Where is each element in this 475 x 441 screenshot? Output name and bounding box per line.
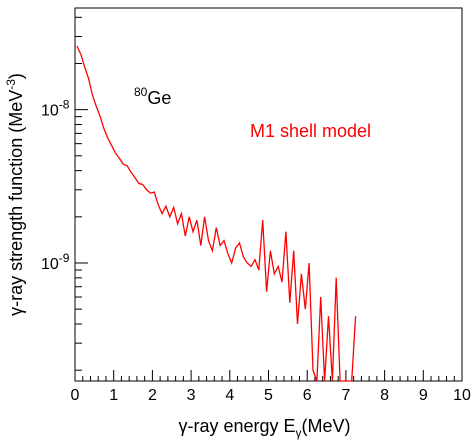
y-tick-label: 10-8: [41, 98, 70, 120]
x-tick-label: 6: [303, 387, 312, 404]
x-tick-label: 7: [341, 387, 350, 404]
y-tick-exponent: -9: [59, 251, 70, 265]
isotope-annotation: 80Ge: [134, 85, 171, 108]
x-tick-label: 1: [109, 387, 118, 404]
plot-frame: [74, 7, 463, 382]
x-axis-label: γ-ray energy Eγ(MeV): [178, 416, 350, 440]
x-tick-label: 0: [71, 387, 80, 404]
x-tick-label: 9: [419, 387, 428, 404]
y-axis-label: γ-ray strength function (MeV-3): [4, 73, 26, 316]
x-tick-label: 10: [453, 387, 471, 404]
x-tick-label: 5: [264, 387, 273, 404]
y-tick-label: 10-9: [41, 251, 70, 273]
y-tick-exponent: -8: [59, 98, 70, 112]
x-tick-label: 4: [225, 387, 234, 404]
data-series-line: [76, 45, 357, 382]
x-tick-label: 2: [148, 387, 157, 404]
y-tick-base: 10: [41, 103, 59, 120]
x-tick-label: 8: [380, 387, 389, 404]
x-tick-label: 3: [187, 387, 196, 404]
y-tick-base: 10: [41, 256, 59, 273]
model-annotation: M1 shell model: [250, 121, 371, 141]
